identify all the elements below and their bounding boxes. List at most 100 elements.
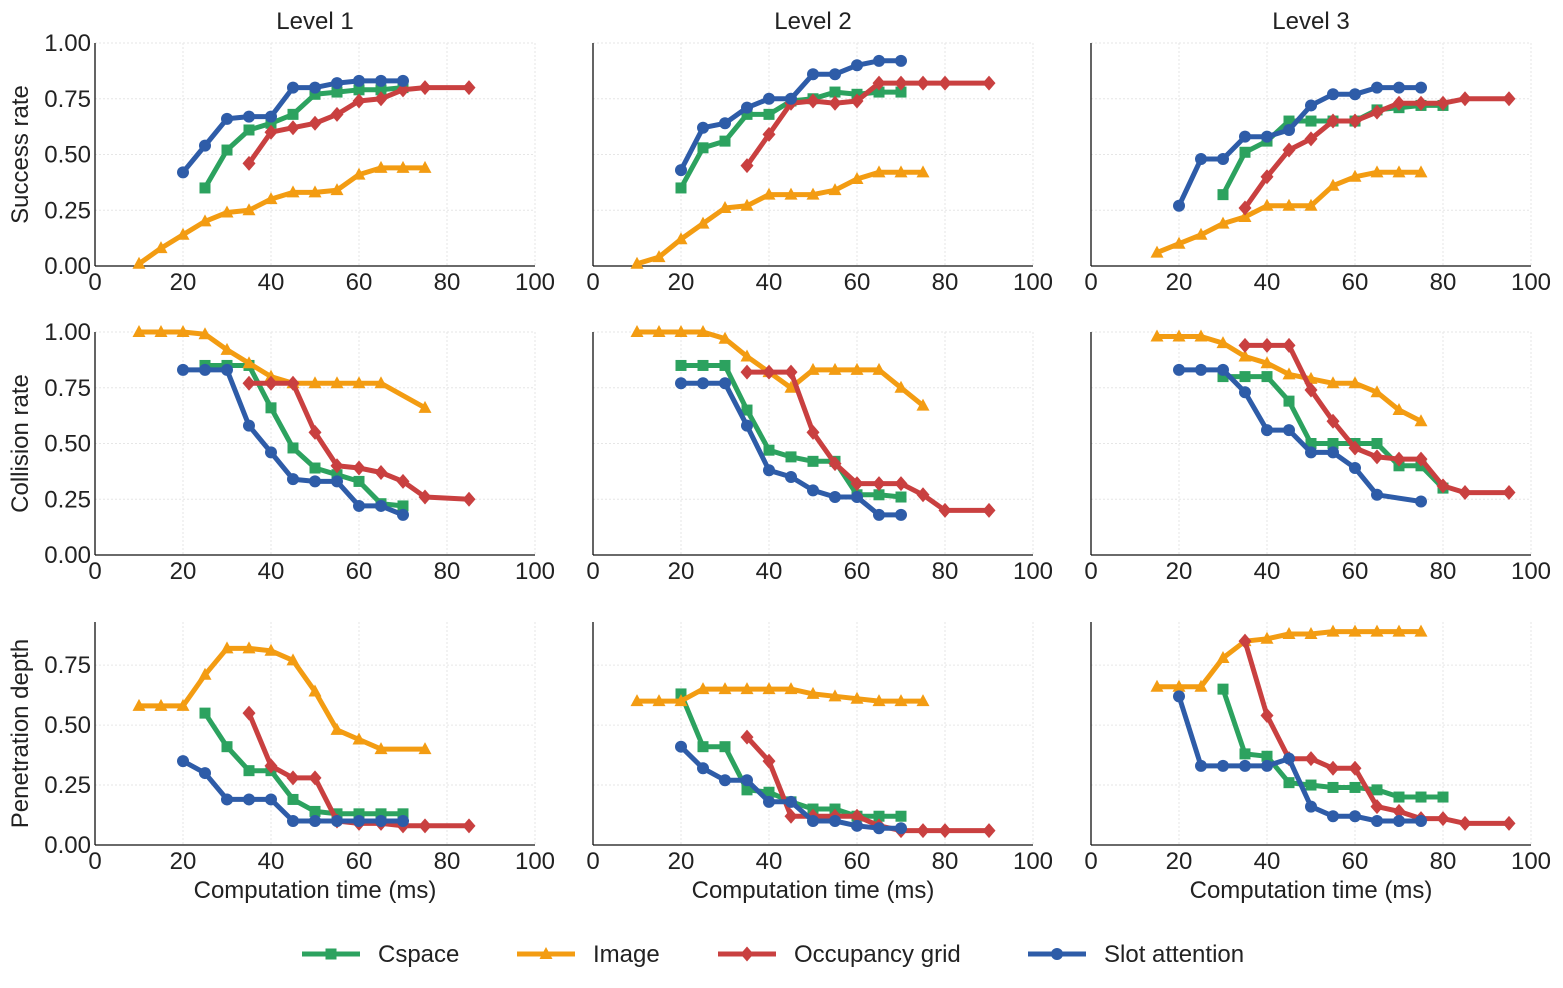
x-tick-label: 20: [668, 558, 695, 585]
data-point-slot-attention: [287, 815, 299, 828]
legend-item-slot-attention: Slot attention: [1028, 941, 1244, 968]
x-tick-label: 100: [1511, 269, 1551, 296]
series-line-occupancy-grid: [744, 369, 992, 513]
series-occupancy-grid: [1238, 337, 1516, 501]
data-point-image: [1216, 336, 1230, 349]
data-point-occupancy-grid: [828, 95, 842, 111]
data-point-slot-attention: [1371, 815, 1383, 828]
data-point-cspace: [331, 469, 343, 481]
data-point-slot-attention: [719, 117, 731, 130]
data-point-slot-attention: [895, 822, 907, 835]
data-point-image: [132, 698, 146, 711]
x-tick-label: 60: [844, 848, 871, 875]
x-tick-label: 0: [1084, 269, 1097, 296]
data-point-occupancy-grid: [894, 476, 908, 492]
data-point-image: [1370, 165, 1384, 178]
series-line-cspace: [1220, 374, 1446, 491]
data-point-slot-attention: [177, 166, 189, 179]
data-point-cspace: [719, 741, 731, 753]
column-title: Level 3: [1272, 8, 1349, 35]
data-point-slot-attention: [1415, 815, 1427, 828]
data-point-occupancy-grid: [1282, 142, 1296, 158]
data-point-image: [1282, 198, 1296, 211]
data-point-image: [696, 682, 710, 695]
data-point-slot-attention: [177, 363, 189, 376]
x-tick-label: 60: [1342, 848, 1369, 875]
data-point-image: [374, 160, 388, 173]
data-point-occupancy-grid: [330, 106, 344, 122]
series-occupancy-grid: [1238, 91, 1516, 216]
data-point-slot-attention: [873, 508, 885, 521]
data-point-occupancy-grid: [462, 491, 476, 507]
data-point-cspace: [1239, 146, 1251, 158]
data-point-image: [220, 205, 234, 218]
data-point-occupancy-grid: [1326, 413, 1340, 429]
data-point-slot-attention: [851, 819, 863, 832]
data-point-occupancy-grid: [308, 770, 322, 786]
data-point-slot-attention: [1217, 759, 1229, 772]
data-point-occupancy-grid: [1502, 485, 1516, 501]
x-tick-label: 80: [1430, 558, 1457, 585]
series-occupancy-grid: [242, 375, 476, 507]
series-line-cspace: [1220, 686, 1446, 800]
data-point-image: [330, 183, 344, 196]
data-point-cspace: [895, 86, 907, 98]
data-point-image: [674, 325, 688, 337]
data-point-image: [1414, 624, 1428, 637]
series-line-occupancy-grid: [1242, 342, 1512, 496]
data-point-image: [894, 380, 908, 393]
data-point-slot-attention: [353, 499, 365, 512]
data-point-cspace: [829, 86, 841, 98]
data-point-cspace: [807, 455, 819, 467]
data-point-cspace: [741, 784, 753, 796]
data-point-slot-attention: [1305, 99, 1317, 112]
x-tick-label: 80: [434, 558, 461, 585]
data-point-image: [1238, 209, 1252, 222]
series-cspace: [1217, 683, 1449, 803]
data-point-slot-attention: [1415, 81, 1427, 94]
data-point-image: [154, 241, 168, 254]
data-point-image: [1150, 679, 1164, 692]
panel-penetration-level-3: 0 20 40 60 80 100 Computation time (ms): [1084, 622, 1551, 904]
data-point-occupancy-grid: [1370, 104, 1384, 120]
data-point-image: [1194, 329, 1208, 342]
data-point-image: [1216, 650, 1230, 663]
data-point-cspace: [1393, 791, 1405, 803]
data-point-image: [828, 689, 842, 702]
panel-collision-level-3: 0 20 40 60 80 100: [1084, 329, 1551, 585]
data-point-image: [916, 694, 930, 707]
data-point-cspace: [763, 444, 775, 456]
data-point-image: [418, 742, 432, 755]
x-tick-label: 80: [434, 269, 461, 296]
x-tick-label: 20: [668, 848, 695, 875]
series-slot-attention: [1173, 690, 1427, 828]
data-point-image: [418, 400, 432, 413]
data-point-slot-attention: [1393, 81, 1405, 94]
data-point-cspace: [221, 741, 233, 753]
data-point-image: [242, 641, 256, 654]
data-point-occupancy-grid: [740, 729, 754, 745]
data-point-occupancy-grid: [330, 458, 344, 474]
data-point-occupancy-grid: [352, 93, 366, 109]
data-point-slot-attention: [397, 508, 409, 521]
data-point-image: [1414, 165, 1428, 178]
column-title: Level 2: [774, 8, 851, 35]
series-slot-attention: [177, 363, 409, 521]
data-point-slot-attention: [287, 81, 299, 94]
x-tick-label: 0: [1084, 558, 1097, 585]
data-point-cspace: [221, 144, 233, 156]
data-point-occupancy-grid: [418, 80, 432, 96]
data-point-image: [132, 256, 146, 269]
x-tick-label: 100: [515, 269, 555, 296]
x-tick-label: 0: [88, 558, 101, 585]
data-point-cspace: [895, 810, 907, 822]
x-tick-label: 100: [1013, 558, 1053, 585]
data-point-cspace: [675, 359, 687, 371]
data-point-image: [1260, 631, 1274, 644]
data-point-slot-attention: [1173, 690, 1185, 703]
data-point-slot-attention: [895, 54, 907, 67]
x-tick-label: 0: [88, 269, 101, 296]
y-tick-label: 0.25: [44, 197, 91, 224]
legend-marker-triangle: [539, 947, 553, 959]
series-occupancy-grid: [740, 75, 996, 174]
